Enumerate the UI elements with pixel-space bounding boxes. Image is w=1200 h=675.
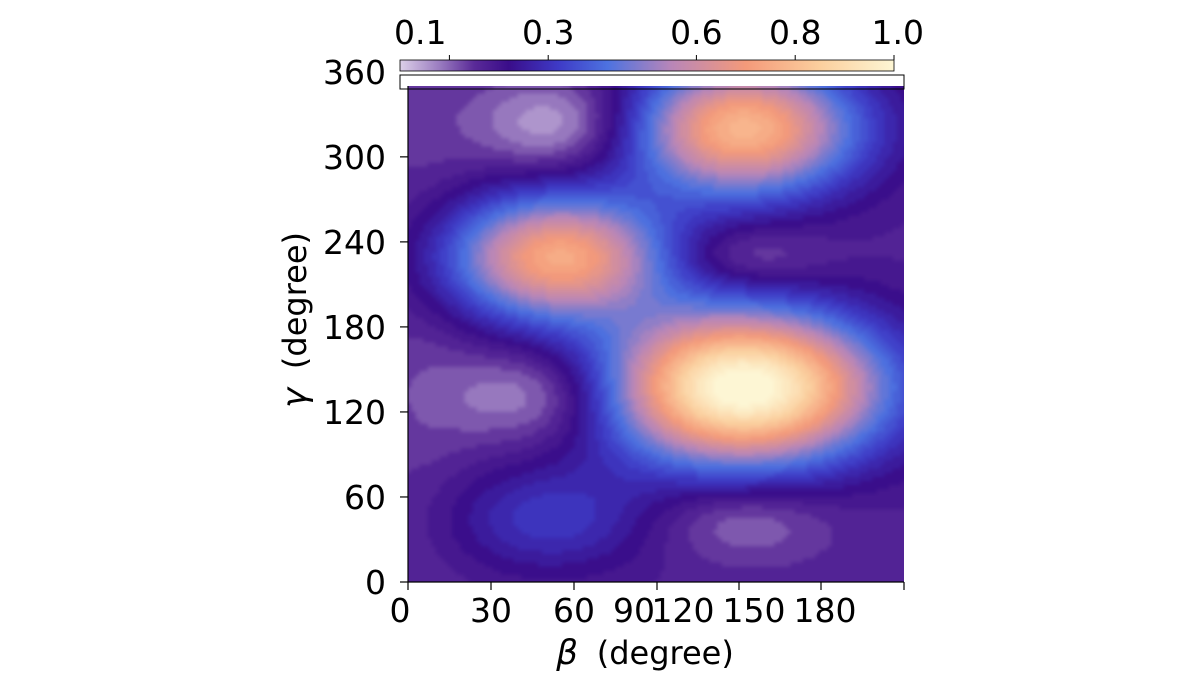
colorbar-bar — [399, 59, 895, 72]
colorbar-axes-frame — [399, 74, 905, 90]
y-tick-label: 300 — [323, 138, 386, 177]
colorbar-tick-label: 0.6 — [670, 13, 722, 52]
colorbar-tick-label: 0.8 — [769, 13, 821, 52]
colorbar-ticks: 0.1 0.3 0.6 0.8 1.0 — [394, 13, 924, 60]
colorbar-tick-label: 1.0 — [872, 13, 924, 52]
x-tick-label: 120 — [652, 591, 715, 630]
x-tick-label: 150 — [723, 591, 786, 630]
colorbar: 0.1 0.3 0.6 0.8 1.0 — [394, 13, 924, 72]
x-axis-label: β (degree) — [555, 633, 734, 673]
y-tick-label: 240 — [323, 223, 386, 262]
y-tick-label: 60 — [344, 478, 386, 517]
colorbar-tick-label: 0.1 — [394, 13, 446, 52]
y-axis-label: γ (degree) — [275, 232, 315, 408]
y-tick-label: 360 — [323, 53, 386, 92]
x-tick-label: 0 — [390, 591, 411, 630]
y-tick-label: 120 — [323, 393, 386, 432]
x-tick-label: 30 — [470, 591, 512, 630]
plot-area — [408, 86, 904, 582]
colorbar-tick-label: 0.3 — [522, 13, 574, 52]
x-tick-label: 90 — [613, 591, 655, 630]
x-tick-label: 180 — [794, 591, 857, 630]
y-axis: 0 60 120 180 240 300 360 γ (degree) — [275, 53, 409, 602]
x-tick-label: 60 — [553, 591, 595, 630]
y-ticks: 0 60 120 180 240 300 360 — [323, 53, 408, 602]
heatmap-image — [408, 86, 904, 582]
y-tick-label: 0 — [365, 563, 386, 602]
y-tick-label: 180 — [323, 308, 386, 347]
